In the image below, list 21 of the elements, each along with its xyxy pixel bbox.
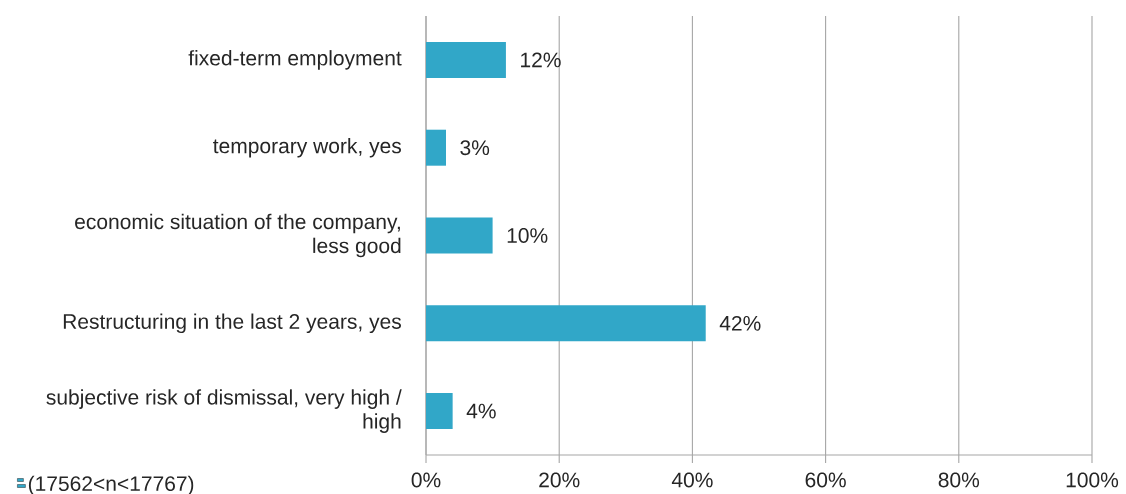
bar xyxy=(426,129,446,166)
bar xyxy=(426,217,493,254)
y-tick-label: economic situation of the company, less good xyxy=(75,213,401,258)
bar xyxy=(426,305,706,342)
data-label: 42% xyxy=(719,315,761,331)
x-tick-label: 0% xyxy=(411,472,441,488)
y-tick-label: Restructuring in the last 2 years, yes xyxy=(63,313,401,334)
y-tick-label: fixed-term employment xyxy=(188,50,402,70)
x-tick-label: 80% xyxy=(938,472,980,488)
data-label: 12% xyxy=(521,52,561,68)
x-tick-label: 100% xyxy=(1066,472,1119,488)
bar xyxy=(426,41,506,78)
data-label: 3% xyxy=(460,140,490,156)
x-tick-label: 20% xyxy=(539,472,580,488)
x-tick-label: 40% xyxy=(671,472,713,488)
x-tick-label: 60% xyxy=(805,472,846,488)
y-tick-label: temporary work, yes xyxy=(213,137,402,158)
y-tick-label: subjective risk of dismissal, very high / high xyxy=(46,389,402,433)
data-label: 4% xyxy=(466,403,496,419)
bar xyxy=(426,393,453,430)
data-label: 10% xyxy=(507,228,548,243)
